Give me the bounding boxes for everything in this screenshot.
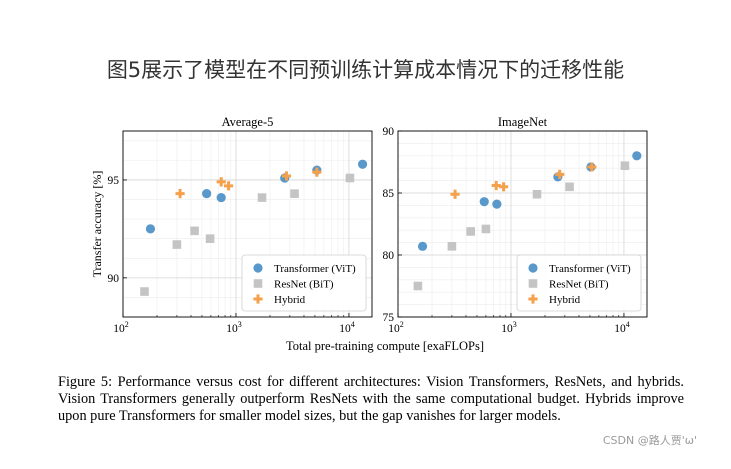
plot-frame bbox=[122, 130, 373, 318]
series-square bbox=[413, 161, 630, 291]
data-point bbox=[190, 226, 199, 236]
legend-label: Transformer (ViT) bbox=[549, 263, 631, 275]
x-tick-base: 10 bbox=[501, 323, 513, 335]
y-tick-label: 80 bbox=[383, 250, 395, 262]
data-point bbox=[479, 197, 489, 207]
data-point bbox=[202, 189, 212, 199]
x-tick-label: 102 bbox=[113, 320, 129, 335]
data-point bbox=[498, 182, 509, 192]
x-tick-base: 10 bbox=[226, 323, 238, 335]
x-tick-base: 10 bbox=[113, 323, 125, 335]
data-point bbox=[450, 189, 460, 199]
data-point bbox=[216, 177, 226, 187]
data-point bbox=[140, 287, 149, 296]
legend-marker bbox=[528, 263, 538, 273]
data-point bbox=[290, 189, 299, 198]
legend-marker bbox=[253, 294, 263, 304]
legend: Transformer (ViT) ResNet (BiT) Hybrid bbox=[241, 254, 367, 312]
data-point bbox=[223, 181, 234, 191]
legend-label: Hybrid bbox=[549, 294, 581, 306]
series-plus bbox=[175, 167, 322, 199]
data-point bbox=[172, 240, 182, 249]
x-tick-label: 103 bbox=[226, 320, 242, 335]
data-point bbox=[345, 173, 355, 183]
x-tick-exponent: 4 bbox=[351, 320, 355, 329]
y-tick-label: 90 bbox=[383, 126, 395, 138]
data-point bbox=[312, 167, 322, 177]
legend-label: Hybrid bbox=[274, 294, 306, 306]
data-point bbox=[175, 189, 185, 199]
legend-marker bbox=[528, 279, 538, 288]
page-title: 图5展示了模型在不同预训练计算成本情况下的迁移性能 bbox=[106, 58, 625, 82]
y-tick-label: 75 bbox=[383, 312, 395, 324]
data-point bbox=[587, 162, 597, 172]
legend-label: Transformer (ViT) bbox=[274, 263, 356, 275]
figure-caption: Figure 5: Performance versus cost for di… bbox=[58, 374, 684, 424]
x-tick-label: 102 bbox=[388, 320, 404, 335]
data-point bbox=[281, 171, 292, 181]
watermark: CSDN @路人贾'ω' bbox=[602, 434, 697, 447]
x-tick-label: 104 bbox=[339, 320, 355, 335]
x-tick-exponent: 2 bbox=[125, 320, 129, 329]
data-point bbox=[357, 159, 368, 169]
data-point bbox=[555, 169, 565, 179]
x-tick-base: 10 bbox=[614, 323, 626, 335]
chart-title: Average-5 bbox=[222, 115, 274, 129]
data-point bbox=[492, 199, 502, 209]
legend-box bbox=[241, 254, 367, 312]
data-point bbox=[565, 182, 574, 192]
data-point bbox=[632, 151, 642, 161]
x-tick-label: 104 bbox=[614, 320, 630, 335]
data-point bbox=[417, 241, 428, 251]
data-point bbox=[413, 281, 423, 291]
x-tick-exponent: 4 bbox=[626, 320, 630, 329]
chart-title: ImageNet bbox=[498, 115, 548, 129]
legend-label: ResNet (BiT) bbox=[274, 279, 334, 291]
plot-frame bbox=[397, 130, 648, 318]
data-point bbox=[257, 193, 267, 202]
data-point bbox=[205, 234, 215, 243]
data-point bbox=[447, 242, 457, 251]
x-tick-base: 10 bbox=[388, 323, 400, 335]
y-tick-label: 90 bbox=[108, 273, 120, 285]
data-point bbox=[145, 224, 156, 234]
legend-marker bbox=[253, 279, 263, 288]
x-axis-label: Total pre-training compute [exaFLOPs] bbox=[286, 339, 484, 353]
series-circle bbox=[417, 151, 642, 251]
data-point bbox=[481, 224, 491, 234]
legend-box bbox=[516, 254, 642, 312]
data-point bbox=[466, 227, 475, 236]
x-tick-exponent: 3 bbox=[238, 320, 242, 329]
legend-marker bbox=[253, 263, 263, 273]
y-axis-label: Transfer accuracy [%] bbox=[90, 171, 104, 278]
data-point bbox=[216, 192, 226, 203]
data-point bbox=[620, 161, 630, 171]
x-tick-label: 103 bbox=[501, 320, 516, 335]
legend-label: ResNet (BiT) bbox=[549, 279, 609, 291]
y-tick-label: 85 bbox=[383, 188, 395, 200]
x-tick-base: 10 bbox=[339, 323, 351, 335]
x-tick-exponent: 3 bbox=[513, 320, 517, 329]
series-plus bbox=[450, 162, 597, 199]
y-tick-label: 95 bbox=[108, 175, 120, 187]
x-tick-exponent: 2 bbox=[400, 320, 404, 329]
legend: Transformer (ViT) ResNet (BiT) Hybrid bbox=[516, 254, 642, 312]
legend-marker bbox=[528, 294, 538, 304]
data-point bbox=[532, 189, 542, 199]
series-square bbox=[140, 173, 355, 296]
